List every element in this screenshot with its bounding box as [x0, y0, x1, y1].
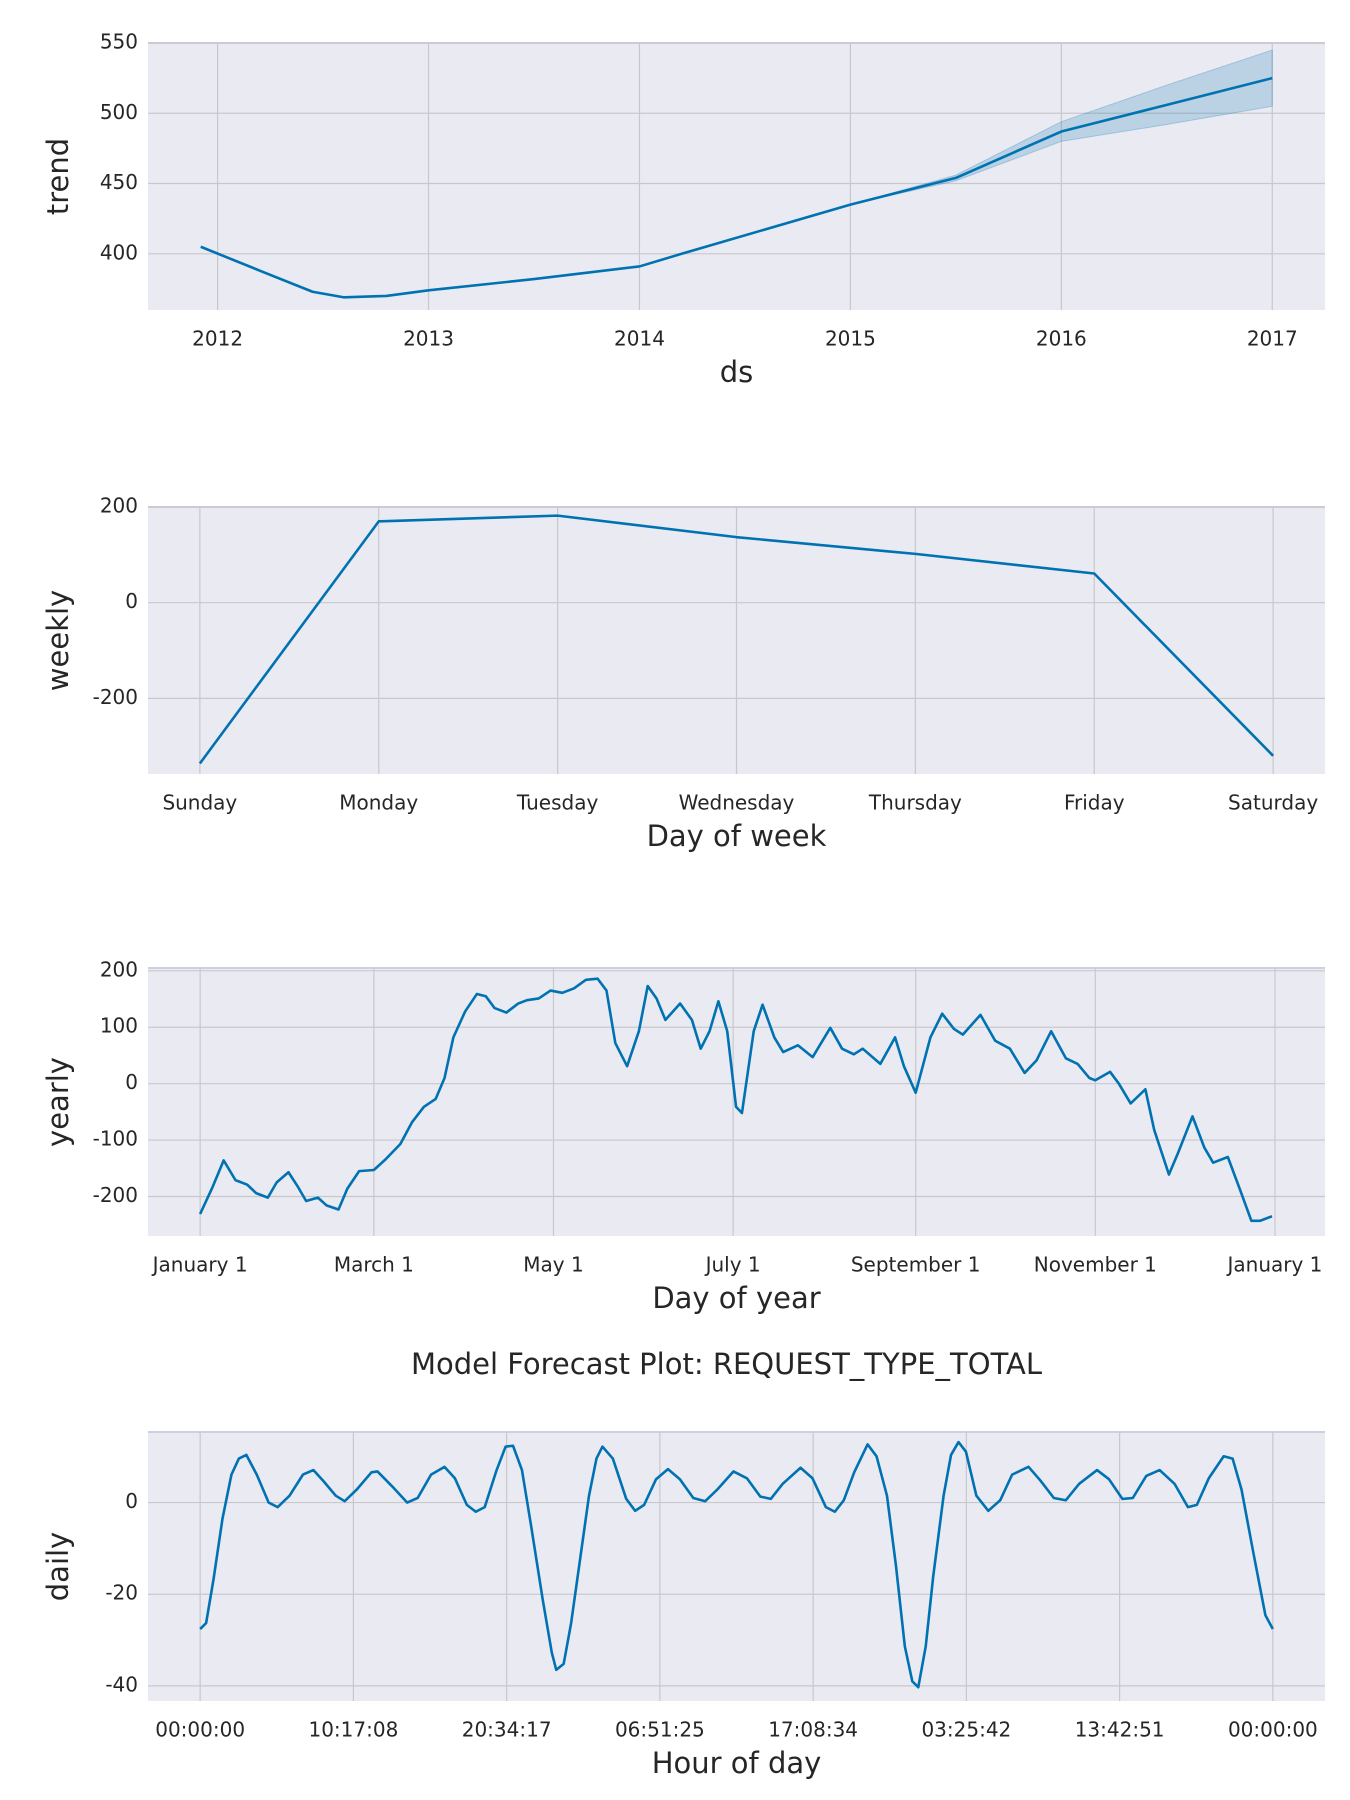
y-tick-label: 0: [125, 1489, 138, 1513]
x-tick-label: 00:00:00: [155, 1718, 245, 1742]
x-tick-label: Saturday: [1228, 791, 1318, 815]
x-tick-label: Tuesday: [516, 791, 599, 815]
y-tick-label: -40: [105, 1672, 138, 1696]
x-axis-label: Day of week: [647, 819, 827, 853]
x-tick-label: 00:00:00: [1228, 1718, 1318, 1742]
x-tick-label: 10:17:08: [308, 1718, 398, 1742]
x-tick-label: November 1: [1034, 1253, 1157, 1277]
y-tick-label: 500: [100, 100, 138, 124]
x-tick-label: January 1: [151, 1253, 248, 1277]
y-tick-label: 200: [100, 494, 138, 518]
x-tick-label: 13:42:51: [1075, 1718, 1165, 1742]
y-tick-label: 200: [100, 957, 138, 981]
x-tick-label: 2013: [403, 327, 454, 351]
y-axis-label: yearly: [41, 1057, 75, 1147]
x-tick-label: Sunday: [162, 791, 237, 815]
y-tick-label: 400: [100, 240, 138, 264]
plot-area: [148, 43, 1325, 310]
series-line: [200, 76, 1273, 299]
x-tick-label: 2014: [614, 327, 665, 351]
y-tick-label: -20: [105, 1581, 138, 1605]
y-axis-label: weekly: [41, 590, 75, 691]
y-tick-label: 450: [100, 170, 138, 194]
x-tick-label: May 1: [523, 1253, 583, 1277]
x-tick-label: 2016: [1036, 327, 1087, 351]
x-axis-label: ds: [720, 355, 754, 389]
series-line: [198, 977, 1273, 1223]
y-tick-label: 550: [100, 30, 138, 54]
x-tick-label: Wednesday: [679, 791, 795, 815]
x-axis-label: Day of year: [652, 1281, 820, 1315]
series-line: [198, 514, 1275, 765]
y-tick-label: 100: [100, 1014, 138, 1038]
series-line: [199, 1440, 1274, 1689]
y-axis-label: daily: [41, 1532, 75, 1601]
y-tick-label: -100: [93, 1127, 138, 1151]
y-axis-label: trend: [41, 138, 75, 215]
x-tick-label: 06:51:25: [615, 1718, 705, 1742]
y-tick-label: -200: [93, 685, 138, 709]
x-tick-label: 20:34:17: [462, 1718, 552, 1742]
x-axis-label: Hour of day: [652, 1746, 822, 1780]
plot-area: [148, 1432, 1325, 1701]
x-tick-label: January 1: [1225, 1253, 1322, 1277]
y-tick-label: 0: [125, 589, 138, 613]
y-tick-label: -200: [93, 1183, 138, 1207]
x-tick-label: 2017: [1247, 327, 1298, 351]
x-tick-label: March 1: [334, 1253, 414, 1277]
x-tick-label: 2012: [192, 327, 243, 351]
x-tick-label: 17:08:34: [768, 1718, 858, 1742]
x-tick-label: September 1: [851, 1253, 981, 1277]
x-tick-label: 2015: [825, 327, 876, 351]
chart-title: Model Forecast Plot: REQUEST_TYPE_TOTAL: [411, 1347, 1042, 1381]
x-tick-label: Thursday: [868, 791, 962, 815]
y-tick-label: 0: [125, 1070, 138, 1094]
x-tick-label: 03:25:42: [921, 1718, 1011, 1742]
x-tick-label: July 1: [704, 1253, 761, 1277]
x-tick-label: Friday: [1064, 791, 1125, 815]
x-tick-label: Monday: [339, 791, 418, 815]
